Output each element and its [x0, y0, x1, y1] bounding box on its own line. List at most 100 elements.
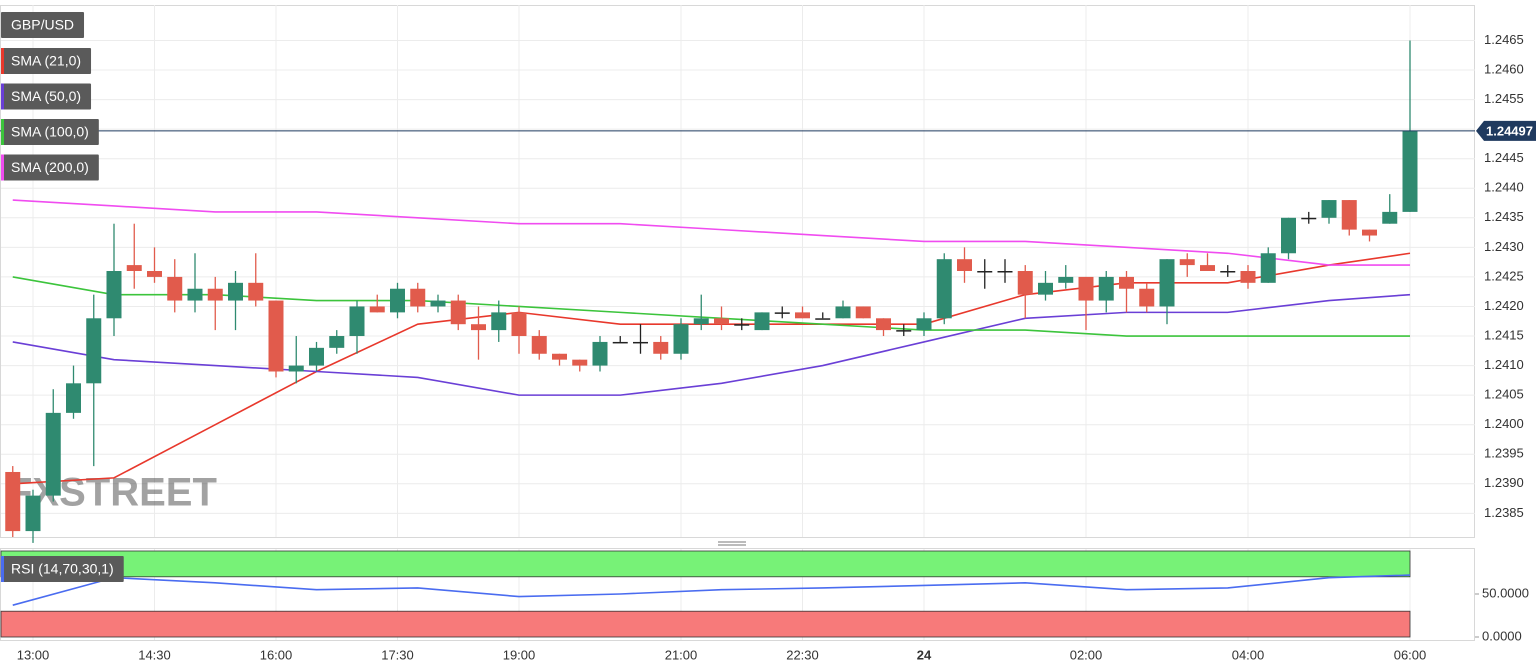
candle-body	[835, 306, 851, 319]
candle-body	[612, 341, 628, 344]
candle-body	[187, 288, 203, 301]
candle-body	[248, 282, 264, 301]
legend-entry: SMA (21,0)	[1, 48, 92, 74]
candle-body	[1139, 288, 1155, 307]
candle-body	[167, 276, 183, 301]
candle-body	[653, 341, 669, 354]
x-tick-label: 06:00	[1394, 647, 1427, 662]
legend-swatch	[1, 83, 4, 110]
candle-body	[876, 318, 891, 331]
candle-body	[207, 288, 223, 301]
y-tick-label: 1.2410	[1484, 357, 1524, 372]
candle-body	[147, 271, 162, 277]
candle-body	[369, 306, 385, 313]
candle-body	[795, 312, 810, 319]
y-tick-label: 1.2390	[1484, 475, 1524, 490]
y-tick-label: 1.2435	[1484, 209, 1524, 224]
candle-body	[1017, 271, 1033, 295]
candle-body	[1362, 229, 1377, 236]
candle-body	[410, 288, 426, 307]
legend-box	[1, 12, 85, 38]
candle-body	[1159, 259, 1175, 307]
candle-body	[693, 318, 709, 325]
legend-title: GBP/USD	[1, 12, 85, 38]
legend-box	[1, 48, 92, 74]
candle-body	[471, 324, 486, 331]
candle-body	[673, 324, 689, 354]
sma-line	[12, 199, 1410, 266]
legend-box	[1, 119, 99, 145]
candle-body	[329, 336, 345, 348]
candle-body	[734, 324, 750, 326]
candle-body	[349, 306, 365, 337]
y-tick-label: 1.2395	[1484, 446, 1524, 461]
price-label: 1.24497	[1486, 123, 1533, 138]
legend-label: GBP/USD	[11, 17, 74, 33]
y-tick-label: 1.2430	[1484, 239, 1524, 254]
legend-label: SMA (50,0)	[11, 88, 81, 104]
candle-body	[896, 330, 912, 332]
x-tick-label: 19:00	[503, 647, 536, 662]
candle-body	[592, 341, 608, 366]
candle-body	[1321, 200, 1337, 218]
candle-body	[228, 282, 243, 301]
legend-entry: SMA (200,0)	[1, 154, 99, 181]
y-tick-label: 1.2455	[1484, 91, 1524, 106]
legend-label: RSI (14,70,30,1)	[11, 561, 114, 577]
candle-body	[1301, 217, 1317, 220]
candle-body	[106, 271, 122, 319]
candle-body	[957, 259, 972, 271]
legend-label: SMA (200,0)	[11, 159, 89, 175]
y-tick-label: 1.2440	[1484, 180, 1524, 195]
panel-handle	[718, 541, 746, 546]
candle-body	[1281, 217, 1296, 254]
candle-body	[633, 341, 648, 344]
x-tick-label: 16:00	[260, 647, 293, 662]
y-tick-label: 1.2405	[1484, 387, 1524, 402]
x-tick-label: 24	[917, 647, 932, 662]
candle-body	[268, 300, 284, 372]
candle-body	[5, 471, 21, 532]
candle-body	[491, 312, 507, 331]
candle-body	[916, 318, 932, 331]
y-tick-label: 1.2420	[1484, 298, 1524, 313]
x-tick-label: 22:30	[786, 647, 819, 662]
y-tick-label: 1.2425	[1484, 268, 1524, 283]
rsi-tick-label: 0.0000	[1482, 628, 1522, 643]
y-tick-label: 1.2465	[1484, 32, 1524, 47]
candle-body	[288, 365, 304, 372]
candle-body	[1038, 282, 1053, 295]
rsi-overbought-band	[0, 550, 1411, 578]
legend-box	[1, 83, 92, 110]
candle-body	[1119, 276, 1134, 289]
legend-box	[1, 556, 124, 582]
candle-body	[1098, 276, 1114, 301]
legend-swatch	[1, 154, 4, 181]
legend-label: SMA (100,0)	[11, 124, 89, 140]
y-tick-label: 1.2415	[1484, 327, 1524, 342]
legend-swatch	[1, 556, 4, 582]
candle-body	[1382, 211, 1398, 224]
candle-body	[1058, 276, 1074, 283]
y-tick-label: 1.2400	[1484, 416, 1524, 431]
legend-swatch	[1, 48, 4, 74]
rsi-line	[12, 574, 1411, 606]
x-tick-label: 17:30	[381, 647, 414, 662]
legend-entry: SMA (50,0)	[1, 83, 92, 110]
x-tick-label: 21:00	[665, 647, 698, 662]
candle-body	[1402, 130, 1418, 212]
y-tick-label: 1.2385	[1484, 505, 1524, 520]
candle-body	[774, 312, 790, 314]
candle-body	[126, 265, 142, 271]
candle-body	[45, 412, 61, 496]
legend-box	[1, 154, 99, 181]
y-tick-label: 1.2460	[1484, 61, 1524, 76]
candle-body	[714, 318, 729, 325]
candle-body	[1078, 276, 1094, 301]
candle-body	[754, 312, 770, 331]
candle-body	[552, 353, 567, 360]
candle-body	[1200, 265, 1215, 271]
candle-body	[66, 383, 81, 413]
candle-body	[1260, 253, 1276, 283]
